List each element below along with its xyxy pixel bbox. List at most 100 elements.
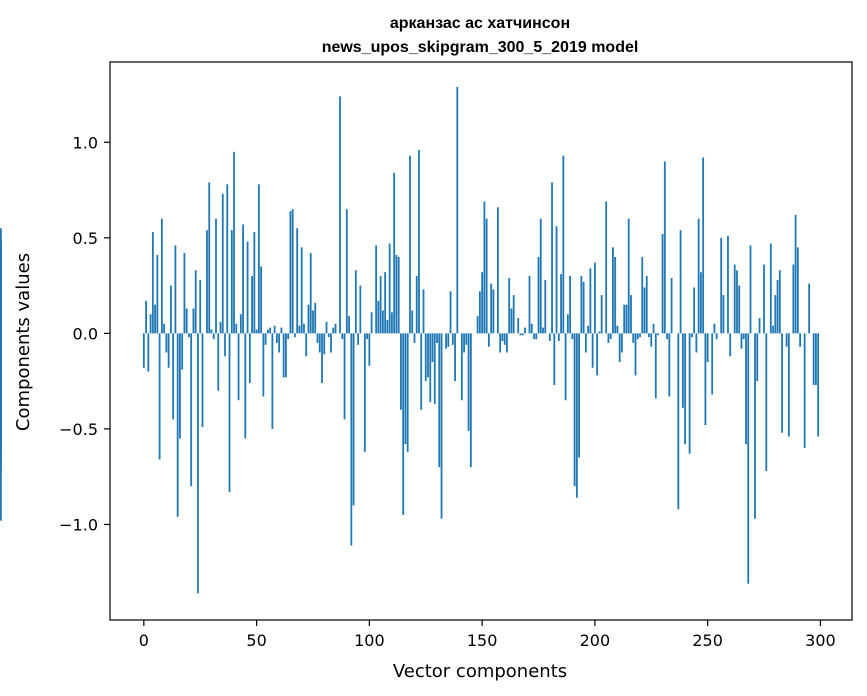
bar bbox=[607, 333, 610, 343]
bar bbox=[483, 201, 486, 334]
bar bbox=[460, 333, 463, 401]
bar bbox=[377, 300, 380, 334]
bar bbox=[476, 316, 479, 334]
bar bbox=[645, 276, 648, 334]
bar bbox=[217, 333, 220, 391]
bar bbox=[555, 226, 558, 334]
bar bbox=[749, 245, 752, 334]
bar bbox=[623, 304, 626, 334]
bar bbox=[490, 283, 493, 334]
bar bbox=[530, 323, 533, 334]
bar bbox=[451, 333, 454, 345]
bar bbox=[596, 333, 599, 376]
bar bbox=[774, 295, 777, 334]
bar bbox=[799, 333, 802, 347]
bar bbox=[379, 276, 382, 334]
bar bbox=[582, 281, 585, 334]
x-tick-label: 200 bbox=[580, 631, 611, 650]
bar bbox=[321, 333, 323, 384]
bar bbox=[521, 333, 524, 336]
bar bbox=[325, 321, 328, 334]
bar bbox=[648, 333, 650, 338]
bar bbox=[296, 228, 299, 334]
bar bbox=[740, 333, 743, 349]
bar bbox=[663, 161, 666, 334]
bar bbox=[395, 255, 398, 334]
bar bbox=[303, 323, 305, 334]
bar bbox=[733, 264, 736, 334]
bar bbox=[803, 333, 806, 449]
bar bbox=[158, 333, 161, 460]
bar bbox=[341, 333, 344, 340]
bar bbox=[366, 333, 368, 340]
bar bbox=[456, 86, 459, 334]
bar bbox=[693, 287, 696, 334]
x-axis-ticks: 0 50 100 150 200 250 300 bbox=[139, 620, 836, 650]
bar bbox=[609, 333, 612, 340]
bar bbox=[517, 318, 520, 334]
bar bbox=[352, 333, 355, 506]
bar bbox=[508, 277, 511, 334]
bar bbox=[285, 333, 287, 378]
x-tick-label: 150 bbox=[467, 631, 498, 650]
bar bbox=[167, 333, 170, 368]
bar bbox=[384, 272, 387, 334]
bar bbox=[278, 333, 281, 353]
bar bbox=[282, 333, 285, 378]
bar bbox=[415, 276, 418, 334]
bar bbox=[271, 333, 274, 429]
bar bbox=[690, 333, 693, 338]
bar bbox=[404, 333, 407, 445]
bar bbox=[354, 270, 357, 334]
bar bbox=[715, 333, 718, 340]
bar bbox=[492, 289, 495, 334]
bar bbox=[179, 333, 181, 439]
bar bbox=[197, 333, 199, 594]
bar bbox=[300, 247, 303, 334]
bar bbox=[199, 279, 202, 334]
bar bbox=[652, 323, 655, 334]
bar bbox=[627, 218, 630, 334]
x-tick-label: 250 bbox=[692, 631, 723, 650]
bar bbox=[679, 230, 682, 334]
bar bbox=[467, 333, 470, 431]
bar bbox=[481, 272, 484, 334]
bar bbox=[424, 333, 427, 382]
bar bbox=[183, 253, 186, 334]
bar bbox=[706, 333, 709, 363]
bar bbox=[318, 333, 321, 353]
bar bbox=[815, 333, 817, 385]
bar bbox=[666, 333, 668, 340]
bar bbox=[339, 96, 341, 334]
bar bbox=[792, 264, 795, 334]
bar bbox=[343, 333, 346, 420]
bar bbox=[745, 333, 747, 445]
y-tick-label: −1.0 bbox=[59, 515, 98, 534]
bar bbox=[776, 279, 779, 334]
y-tick-label: −0.5 bbox=[59, 420, 98, 439]
bar bbox=[255, 329, 258, 334]
bar bbox=[469, 333, 472, 468]
bar bbox=[697, 218, 700, 334]
bar bbox=[729, 333, 732, 357]
bar bbox=[409, 155, 411, 334]
bar bbox=[215, 218, 217, 334]
bar bbox=[535, 333, 538, 340]
bar bbox=[219, 321, 222, 334]
bar bbox=[533, 333, 535, 340]
bar bbox=[720, 237, 723, 334]
bar bbox=[418, 149, 420, 334]
bar bbox=[670, 277, 673, 334]
bar bbox=[702, 157, 705, 334]
bar bbox=[564, 333, 567, 401]
bar bbox=[449, 291, 452, 334]
bar bbox=[266, 329, 269, 334]
bar bbox=[817, 333, 820, 437]
bar bbox=[375, 245, 378, 334]
bar bbox=[618, 333, 621, 363]
bar bbox=[154, 304, 156, 334]
bar bbox=[391, 312, 393, 334]
bar bbox=[357, 333, 359, 345]
y-axis-label: Components values bbox=[13, 253, 34, 431]
